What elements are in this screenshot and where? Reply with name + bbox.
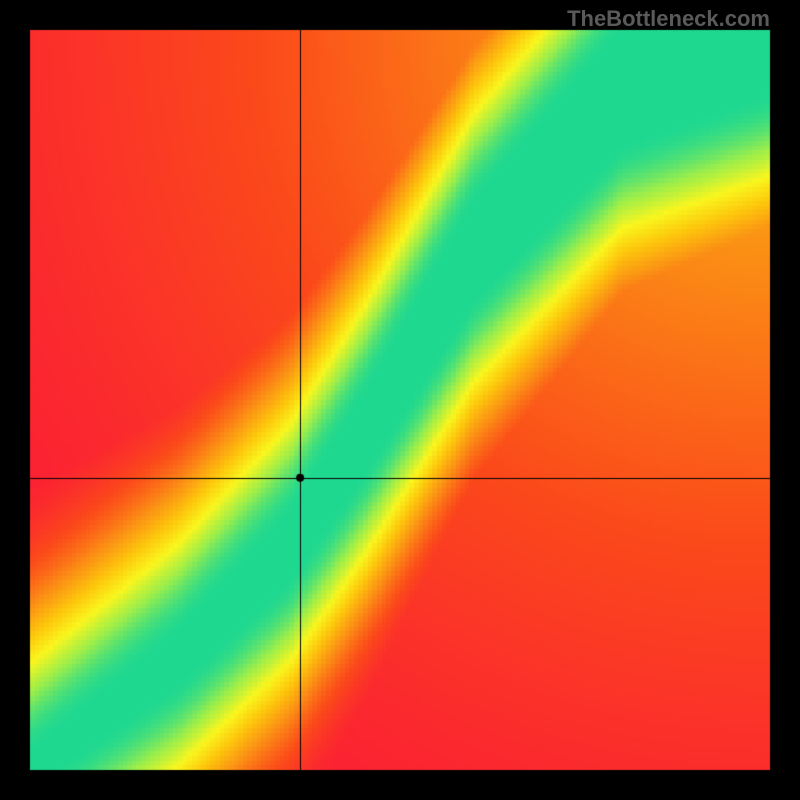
watermark-text: TheBottleneck.com <box>567 6 770 32</box>
chart-container: TheBottleneck.com <box>0 0 800 800</box>
heatmap-canvas <box>0 0 800 800</box>
